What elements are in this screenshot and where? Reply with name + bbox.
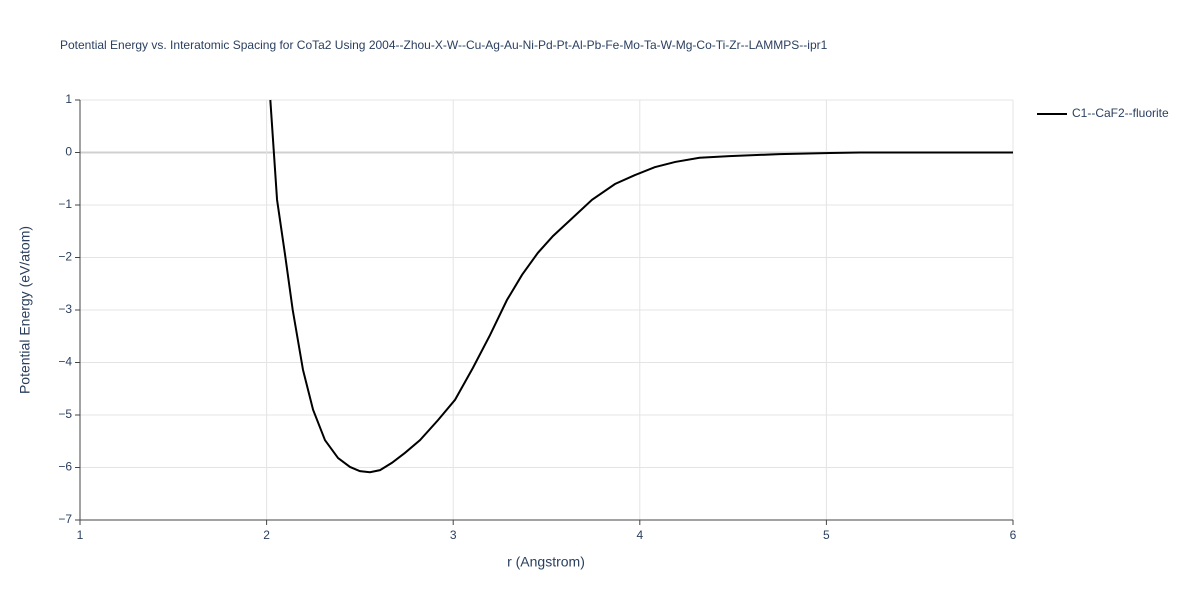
- chart-title: Potential Energy vs. Interatomic Spacing…: [60, 38, 828, 52]
- y-tick-label: −2: [58, 250, 72, 264]
- x-axis-label: r (Angstrom): [507, 554, 585, 570]
- y-tick-label: 1: [65, 92, 72, 106]
- y-tick-label: −6: [58, 460, 72, 474]
- x-tick-label: 2: [263, 528, 270, 542]
- x-tick-label: 5: [823, 528, 830, 542]
- x-tick-label: 1: [77, 528, 84, 542]
- y-axis-label: Potential Energy (eV/atom): [17, 226, 33, 394]
- y-tick-label: −3: [58, 302, 72, 316]
- y-tick-label: −4: [58, 355, 72, 369]
- x-tick-label: 3: [450, 528, 457, 542]
- x-tick-label: 6: [1010, 528, 1017, 542]
- y-tick-label: −5: [58, 407, 72, 421]
- line-series: [269, 99, 1013, 474]
- legend-label: C1--CaF2--fluorite: [1072, 106, 1169, 120]
- y-tick-label: −1: [58, 197, 72, 211]
- y-tick-label: −7: [58, 512, 72, 526]
- y-tick-label: 0: [65, 145, 72, 159]
- x-tick-label: 4: [636, 528, 643, 542]
